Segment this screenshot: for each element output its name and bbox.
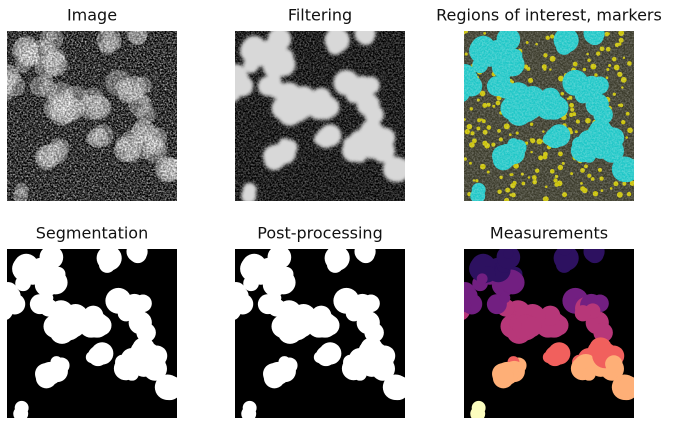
blob [346,305,362,321]
region [500,293,511,304]
blob [161,376,182,397]
panel-image [450,241,639,418]
region [558,242,572,256]
panel-title: Image [67,6,117,25]
region [618,376,639,397]
blob [241,188,256,203]
blob [264,149,285,170]
region [575,305,591,321]
panel-image [221,241,410,418]
blob [271,75,282,86]
blob [64,316,85,337]
blob [354,241,375,262]
region [493,367,514,388]
blob [101,242,115,256]
blob [126,241,147,262]
blob [20,273,31,284]
blob [292,98,313,119]
noise [7,31,177,201]
blob [376,355,393,372]
region [503,249,513,259]
blob [148,355,165,372]
region [583,241,604,262]
blob [319,124,341,146]
blob [319,342,341,364]
blob [274,31,284,41]
figure: Image Filtering Regions of interest, marke… [0,0,675,418]
blob [229,81,242,94]
blob [46,249,56,259]
blob [389,158,410,179]
blob [271,293,282,304]
panel-title: Filtering [288,6,352,25]
panel-title: Segmentation [36,224,148,243]
blob [354,23,375,44]
blob [329,24,343,38]
blob [248,273,259,284]
panel-title: Post-processing [257,224,382,243]
region [582,367,596,381]
region [521,316,542,337]
region [477,273,488,284]
blob [36,367,57,388]
blob [292,316,313,337]
region [605,355,622,372]
panel-title: Measurements [490,224,608,243]
blob [229,299,242,312]
panel-image [0,23,182,203]
panel-image [221,23,410,203]
blob [125,367,139,381]
region [458,299,471,312]
panel-image [0,241,182,418]
blob [274,249,284,259]
blob [43,293,54,304]
noise [464,31,634,201]
blob [346,87,362,103]
blob [329,242,343,256]
blob [353,149,367,163]
blob [1,299,14,312]
blob [376,137,393,154]
blob [353,367,367,381]
region [548,342,570,364]
panel-image [450,23,639,203]
blob [118,305,134,321]
blob [248,55,259,66]
panel-title: Regions of interest, markers [436,6,662,25]
blob [264,367,285,388]
blob [91,342,113,364]
blob [389,376,410,397]
